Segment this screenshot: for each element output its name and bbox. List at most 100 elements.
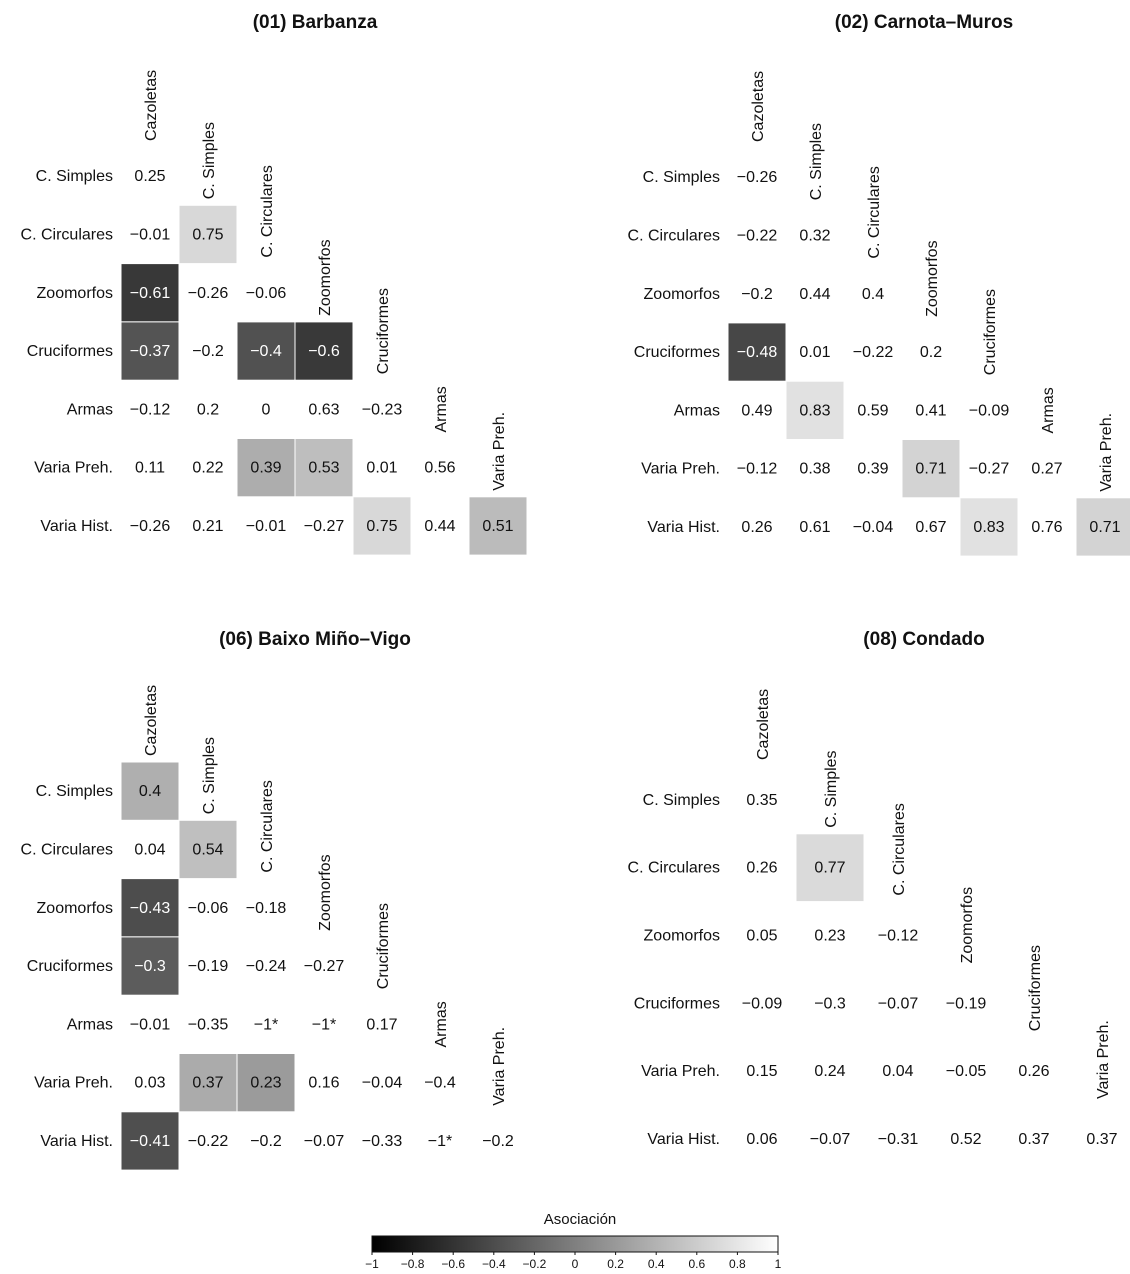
value-label: −0.26 [130, 518, 171, 535]
value-label: −1* [254, 1016, 278, 1033]
legend-tick-label: −0.2 [523, 1257, 547, 1271]
value-label: 0.71 [1089, 519, 1120, 536]
value-label: −0.06 [188, 900, 229, 917]
column-label-zoomorfos: Zoomorfos [317, 239, 334, 315]
value-label: 0.77 [814, 860, 845, 877]
legend-tick-label: 0.2 [607, 1257, 624, 1271]
cell-baixo-mi-o-vigo-c-simples-cazoletas [120, 761, 180, 821]
row-label-zoomorfos: Zoomorfos [37, 900, 113, 917]
value-label: −0.07 [810, 1131, 851, 1148]
value-label: 0.75 [366, 518, 397, 535]
value-label: −0.33 [362, 1133, 403, 1150]
panel-title: (06) Baixo Miño–Vigo [219, 629, 411, 650]
value-label: 0.53 [308, 460, 339, 477]
value-label: −0.43 [130, 900, 171, 917]
value-label: −0.3 [134, 958, 166, 975]
column-label-zoomorfos: Zoomorfos [924, 240, 941, 316]
heatmap-baixo-mino-vigo: (06) Baixo Miño–Vigo C. Simples C. Circula… [21, 629, 514, 1171]
value-label: 0.39 [250, 460, 281, 477]
value-label: −0.12 [130, 401, 171, 418]
value-label: −0.26 [737, 169, 778, 186]
column-label-armas: Armas [1040, 387, 1057, 433]
panel-title: (08) Condado [863, 629, 984, 650]
cell-barbanza-varia-hist-varia-preh [468, 496, 528, 556]
value-label: 0.37 [192, 1075, 223, 1092]
value-label: 0.15 [746, 1063, 777, 1080]
cell-carnota-muros-cruciformes-cazoletas [727, 322, 787, 382]
row-label-cruciformes: Cruciformes [27, 343, 113, 360]
value-label: −0.04 [362, 1075, 403, 1092]
value-label: 0.4 [139, 783, 161, 800]
value-label: −0.2 [250, 1133, 282, 1150]
value-label: 0.63 [308, 401, 339, 418]
colorbar [371, 1235, 779, 1253]
row-label-varia-hist: Varia Hist. [40, 518, 113, 535]
cell-barbanza-varia-preh-zoomorfos [294, 438, 354, 498]
row-label-varia-hist: Varia Hist. [647, 519, 720, 536]
column-label-c-circulares: C. Circulares [866, 166, 883, 258]
value-label: 0.25 [134, 168, 165, 185]
row-label-varia-hist: Varia Hist. [40, 1133, 113, 1150]
column-label-zoomorfos: Zoomorfos [317, 854, 334, 930]
value-label: 0.38 [799, 461, 830, 478]
legend-tick-label: −0.6 [441, 1257, 465, 1271]
column-label-cazoletas: Cazoletas [143, 70, 160, 141]
value-label: −0.61 [130, 285, 171, 302]
column-label-armas: Armas [433, 386, 450, 432]
value-label: 0.54 [192, 841, 223, 858]
value-label: −0.22 [737, 227, 778, 244]
value-label: 0.2 [197, 401, 219, 418]
value-label: 0.16 [308, 1075, 339, 1092]
value-label: 0.27 [1031, 461, 1062, 478]
value-label: 0.83 [973, 519, 1004, 536]
value-label: 0.05 [746, 928, 777, 945]
value-label: −0.23 [362, 401, 403, 418]
column-label-c-simples: C. Simples [201, 122, 218, 199]
cell-carnota-muros-armas-c-simples [785, 380, 845, 441]
value-label: −0.12 [878, 928, 919, 945]
row-label-c-simples: C. Simples [36, 168, 113, 185]
value-label: 0.4 [862, 286, 884, 303]
value-label: −0.24 [246, 958, 287, 975]
legend-title: Asociación [543, 1211, 617, 1228]
row-label-cruciformes: Cruciformes [634, 344, 720, 361]
cell-barbanza-cruciformes-zoomorfos [294, 321, 354, 381]
value-label: −0.37 [130, 343, 171, 360]
row-label-armas: Armas [67, 401, 113, 418]
value-label: −0.26 [188, 285, 229, 302]
value-label: 0.23 [814, 928, 845, 945]
panel-condado: (08) Condado C. Simples C. Circulares Zoomo… [600, 615, 1130, 1185]
row-label-c-circulares: C. Circulares [21, 226, 113, 243]
column-label-cruciformes: Cruciformes [982, 289, 999, 375]
value-label: 0.59 [857, 402, 888, 419]
cell-baixo-mi-o-vigo-varia-preh-c-simples [178, 1053, 238, 1113]
value-label: 0 [262, 401, 271, 418]
cell-barbanza-cruciformes-cazoletas [120, 321, 180, 381]
column-label-c-simples: C. Simples [201, 737, 218, 814]
legend-tick-label: 0 [572, 1257, 579, 1271]
value-label: −0.07 [878, 995, 919, 1012]
value-label: 0.49 [741, 402, 772, 419]
value-label: −0.19 [946, 995, 987, 1012]
value-label: 0.75 [192, 226, 223, 243]
legend-tick-label: 0.4 [648, 1257, 665, 1271]
value-label: 0.35 [746, 792, 777, 809]
value-label: −0.09 [969, 402, 1010, 419]
value-label: 0.39 [857, 461, 888, 478]
value-label: 0.22 [192, 460, 223, 477]
row-label-cruciformes: Cruciformes [27, 958, 113, 975]
cell-barbanza-zoomorfos-cazoletas [120, 263, 180, 323]
value-label: 0.01 [799, 344, 830, 361]
value-label: 0.11 [135, 460, 165, 477]
value-label: 0.37 [1018, 1131, 1049, 1148]
value-label: −0.4 [424, 1075, 456, 1092]
row-label-c-circulares: C. Circulares [21, 841, 113, 858]
value-label: 0.26 [1018, 1063, 1049, 1080]
value-label: 0.61 [799, 519, 830, 536]
panel-title: (02) Carnota–Muros [835, 12, 1013, 33]
value-label: −0.35 [188, 1016, 229, 1033]
value-label: 0.26 [741, 519, 772, 536]
value-label: −0.01 [130, 226, 171, 243]
column-label-c-circulares: C. Circulares [891, 803, 908, 895]
row-label-varia-preh: Varia Preh. [641, 1063, 720, 1080]
